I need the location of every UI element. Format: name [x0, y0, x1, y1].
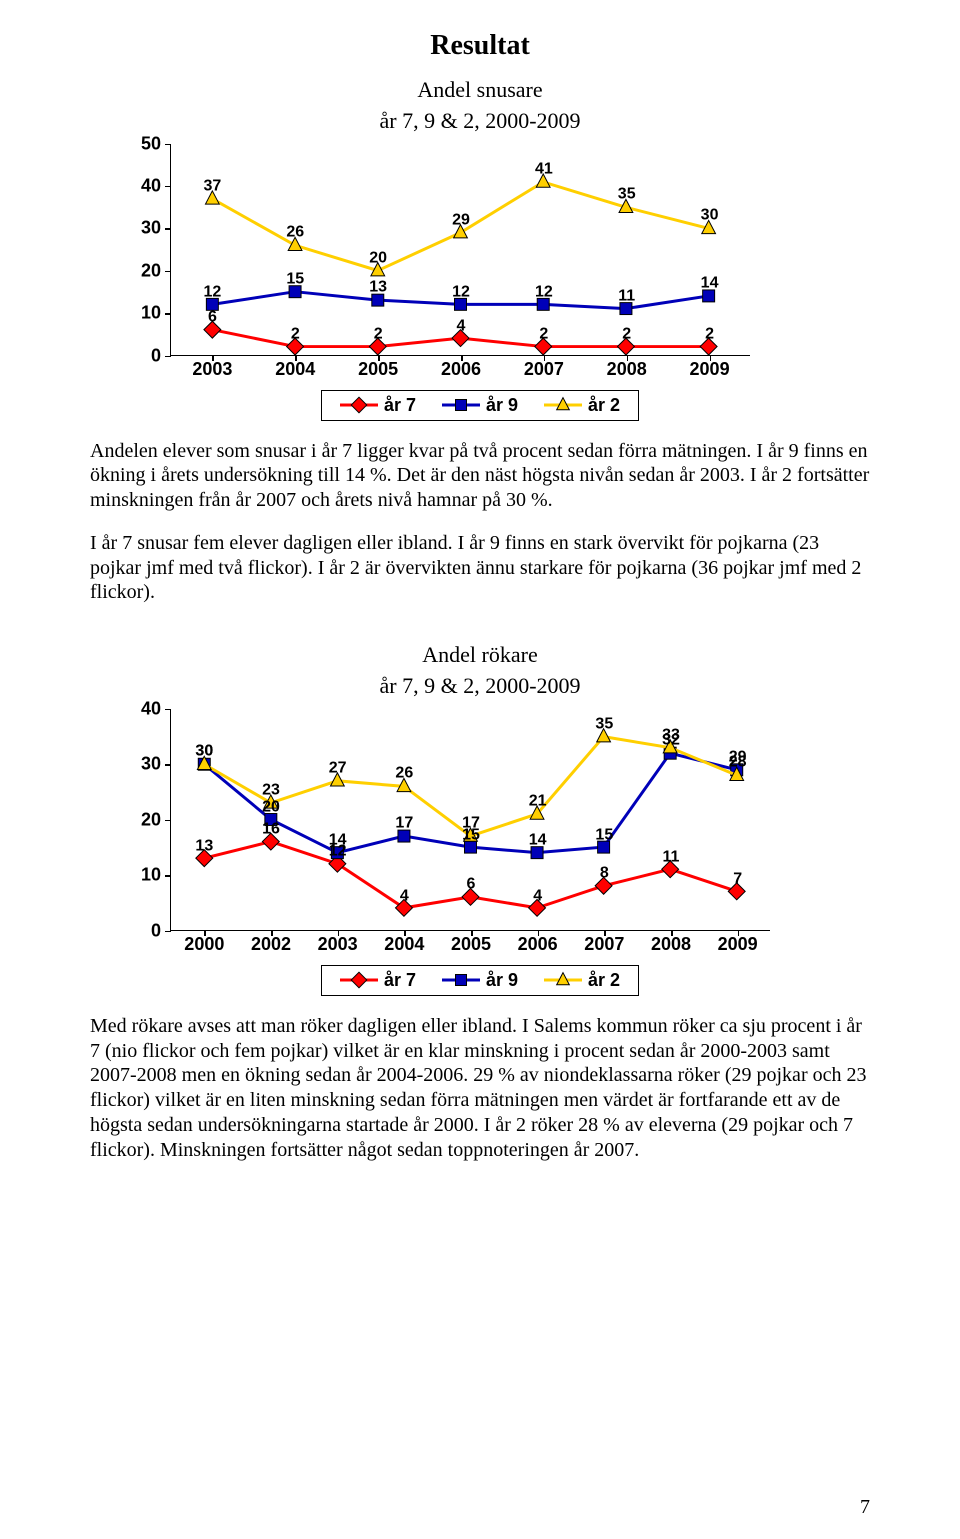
data-point-label: 20	[262, 798, 280, 816]
y-axis-label: 50	[141, 133, 171, 154]
data-point-label: 30	[195, 743, 213, 761]
data-point-label: 14	[701, 275, 719, 293]
x-axis-label: 2009	[690, 355, 730, 380]
chart-snusare: 0102030405020032004200520062007200820096…	[130, 144, 750, 380]
data-point-label: 12	[452, 283, 470, 301]
data-point-label: 15	[286, 270, 304, 288]
legend-item: år 9	[442, 395, 518, 416]
x-axis-label: 2006	[518, 930, 558, 955]
data-point-label: 21	[529, 793, 547, 811]
data-point-label: 6	[467, 876, 476, 894]
data-point-label: 2	[291, 325, 300, 343]
data-point-label: 15	[595, 826, 613, 844]
data-point-label: 13	[195, 837, 213, 855]
data-point-label: 8	[600, 865, 609, 883]
x-axis-label: 2003	[318, 930, 358, 955]
data-point-label: 2	[622, 325, 631, 343]
data-point-label: 12	[535, 283, 553, 301]
data-point-label: 14	[529, 831, 547, 849]
y-axis-label: 40	[141, 698, 171, 719]
y-axis-label: 30	[141, 754, 171, 775]
x-axis-label: 2004	[384, 930, 424, 955]
legend-item: år 7	[340, 395, 416, 416]
data-point-label: 26	[286, 224, 304, 242]
legend-item: år 2	[544, 970, 620, 991]
data-point-label: 23	[262, 782, 280, 800]
data-point-label: 4	[400, 887, 409, 905]
legend-label: år 9	[486, 970, 518, 991]
legend-label: år 2	[588, 395, 620, 416]
y-axis-label: 30	[141, 218, 171, 239]
x-axis-label: 2002	[251, 930, 291, 955]
chart1-subtitle: år 7, 9 & 2, 2000-2009	[90, 108, 870, 134]
y-axis-label: 40	[141, 175, 171, 196]
data-point-label: 2	[705, 325, 714, 343]
page-title: Resultat	[90, 30, 870, 62]
y-axis-label: 20	[141, 260, 171, 281]
data-point-label: 11	[618, 287, 635, 305]
chart-rokare: 0102030402000200220032004200520062007200…	[130, 709, 770, 955]
data-point-label: 2	[374, 325, 383, 343]
data-point-label: 6	[208, 308, 217, 326]
legend-label: år 2	[588, 970, 620, 991]
x-axis-label: 2003	[192, 355, 232, 380]
data-point-label: 37	[204, 177, 222, 195]
data-point-label: 7	[733, 870, 742, 888]
y-axis-label: 0	[151, 345, 171, 366]
data-point-label: 4	[457, 317, 466, 335]
x-axis-label: 2008	[651, 930, 691, 955]
page-number: 7	[860, 1496, 870, 1519]
data-point-label: 16	[262, 820, 280, 838]
data-point-label: 12	[204, 283, 222, 301]
x-axis-label: 2009	[718, 930, 758, 955]
legend-label: år 7	[384, 395, 416, 416]
x-axis-label: 2004	[275, 355, 315, 380]
x-axis-label: 2008	[607, 355, 647, 380]
data-point-label: 14	[329, 831, 347, 849]
chart1-title: Andel snusare	[90, 76, 870, 104]
y-axis-label: 20	[141, 809, 171, 830]
data-point-label: 29	[452, 211, 470, 229]
paragraph-3: Med rökare avses att man röker dagligen …	[90, 1014, 870, 1163]
legend-item: år 2	[544, 395, 620, 416]
data-point-label: 35	[595, 715, 613, 733]
legend-label: år 9	[486, 395, 518, 416]
x-axis-label: 2007	[584, 930, 624, 955]
data-point-label: 17	[395, 815, 413, 833]
data-point-label: 33	[662, 726, 680, 744]
chart2-title: Andel rökare	[90, 641, 870, 669]
data-point-label: 30	[701, 207, 719, 225]
y-axis-label: 0	[151, 920, 171, 941]
x-axis-label: 2007	[524, 355, 564, 380]
x-axis-label: 2005	[451, 930, 491, 955]
legend-item: år 7	[340, 970, 416, 991]
data-point-label: 41	[535, 160, 553, 178]
data-point-label: 26	[395, 765, 413, 783]
data-point-label: 4	[533, 887, 542, 905]
data-point-label: 2	[539, 325, 548, 343]
legend-item: år 9	[442, 970, 518, 991]
data-point-label: 17	[462, 815, 480, 833]
legend-label: år 7	[384, 970, 416, 991]
paragraph-2: I år 7 snusar fem elever dagligen eller …	[90, 531, 870, 605]
data-point-label: 20	[369, 249, 387, 267]
data-point-label: 28	[729, 754, 747, 772]
chart2-subtitle: år 7, 9 & 2, 2000-2009	[90, 673, 870, 699]
data-point-label: 11	[663, 848, 680, 866]
y-axis-label: 10	[141, 865, 171, 886]
x-axis-label: 2000	[184, 930, 224, 955]
chart2-legend: år 7 år 9 år 2	[321, 965, 639, 996]
x-axis-label: 2005	[358, 355, 398, 380]
x-axis-label: 2006	[441, 355, 481, 380]
data-point-label: 27	[329, 759, 347, 777]
paragraph-1: Andelen elever som snusar i år 7 ligger …	[90, 439, 870, 513]
chart1-legend: år 7 år 9 år 2	[321, 390, 639, 421]
y-axis-label: 10	[141, 303, 171, 324]
data-point-label: 13	[369, 279, 387, 297]
data-point-label: 35	[618, 185, 636, 203]
